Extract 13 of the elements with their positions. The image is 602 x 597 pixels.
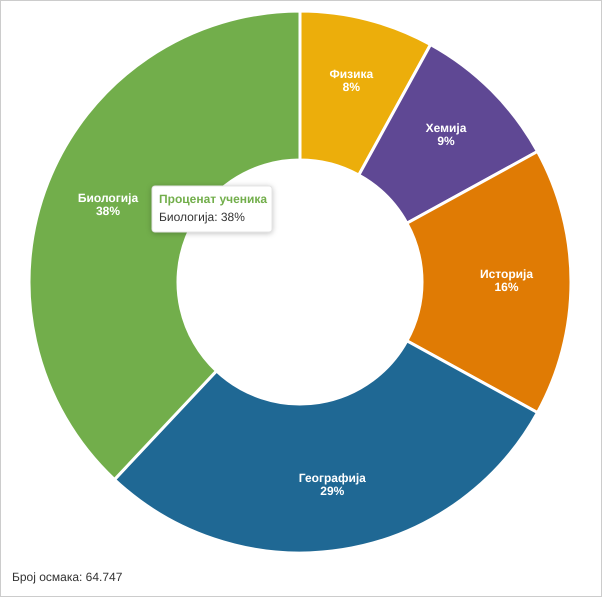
text: Број осмака: 64.747 — [12, 570, 123, 584]
data-label: 38% — [96, 204, 120, 218]
data-label: 8% — [342, 80, 360, 94]
data-label: 29% — [320, 484, 345, 498]
slice-label: Историја — [480, 267, 534, 281]
text: Проценат ученика — [159, 192, 268, 206]
slice-label: Хемија — [426, 120, 467, 135]
slice-label: Биологија — [78, 190, 138, 205]
slice-label: Географија — [298, 470, 366, 485]
slice-label: Физика — [330, 66, 374, 81]
text: Биологија: 38% — [159, 210, 246, 224]
data-label: 9% — [437, 134, 456, 148]
data-label: 16% — [494, 280, 519, 294]
